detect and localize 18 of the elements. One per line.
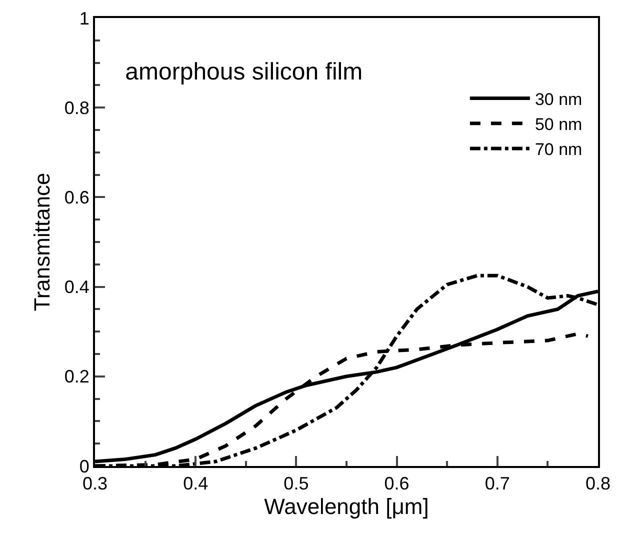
legend-label: 50 nm [534,115,582,134]
y-tick-label: 0.6 [64,188,90,208]
x-tick-label: 0.4 [183,474,208,494]
x-tick-label: 0.8 [585,474,611,494]
y-tick-label: 0.8 [64,98,90,118]
legend-label: 30 nm [534,90,582,109]
y-tick-label: 0 [79,456,90,476]
x-tick-label: 0.5 [284,474,309,494]
x-tick-label: 0.6 [384,474,410,494]
legend-label: 70 nm [534,140,582,160]
y-tick-label: 0.4 [64,277,90,298]
text: amorphous silicon film [125,58,363,86]
y-axis-title: Transmittance [30,172,55,312]
x-tick-label: 0.3 [82,474,108,494]
x-tick-label: 0.7 [484,474,510,494]
x-axis-title: Wavelength [μm] [264,494,429,519]
y-tick-label: 1 [79,8,90,28]
y-tick-label: 0.2 [64,366,90,387]
